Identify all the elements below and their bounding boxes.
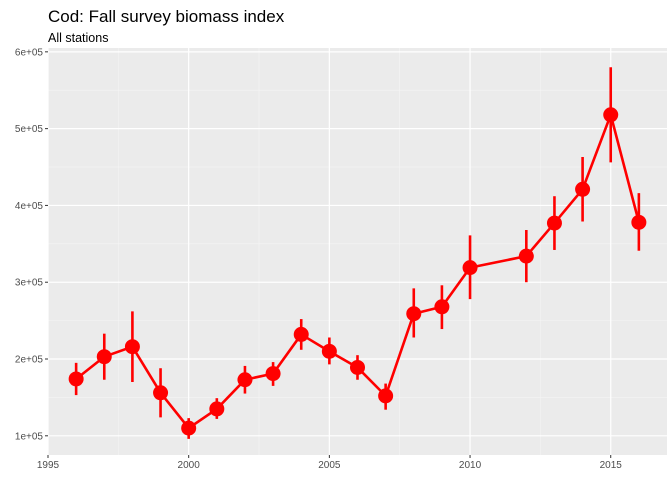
data-point	[575, 181, 591, 197]
data-point	[378, 388, 394, 404]
data-point	[350, 359, 365, 375]
chart-title: Cod: Fall survey biomass index	[48, 7, 285, 26]
x-tick-label: 2015	[600, 460, 623, 471]
data-point	[68, 371, 84, 387]
data-point	[518, 248, 534, 264]
data-point	[603, 107, 619, 123]
x-tick-label: 1995	[37, 460, 60, 471]
y-tick-label: 2e+05	[15, 355, 44, 366]
data-point	[124, 339, 140, 355]
y-tick-label: 3e+05	[15, 278, 44, 289]
x-axis: 1995 2000 2005 2010 2015	[37, 455, 622, 471]
y-tick-label: 5e+05	[15, 124, 44, 135]
data-point	[237, 372, 253, 388]
x-tick-label: 2005	[318, 460, 341, 471]
y-tick-label: 4e+05	[15, 201, 44, 212]
data-point	[546, 215, 562, 231]
data-point	[406, 306, 422, 322]
y-tick-label: 6e+05	[15, 47, 44, 58]
y-tick-label: 1e+05	[15, 431, 44, 442]
data-point	[181, 420, 197, 436]
data-point	[631, 214, 647, 230]
x-tick-label: 2000	[178, 460, 201, 471]
series-points	[68, 107, 647, 436]
x-tick-label: 2010	[459, 460, 482, 471]
data-point	[265, 366, 281, 382]
data-point	[96, 349, 112, 365]
data-point	[293, 326, 309, 342]
data-point	[321, 343, 337, 359]
minor-gridlines	[48, 48, 667, 455]
chart-subtitle: All stations	[48, 31, 108, 45]
data-point	[462, 260, 478, 276]
plot-panel	[48, 48, 667, 455]
y-axis: 1e+05 2e+05 3e+05 4e+05 5e+05 6e+05	[15, 47, 48, 442]
data-point	[209, 401, 225, 417]
data-point	[434, 299, 450, 315]
data-point	[153, 385, 169, 401]
